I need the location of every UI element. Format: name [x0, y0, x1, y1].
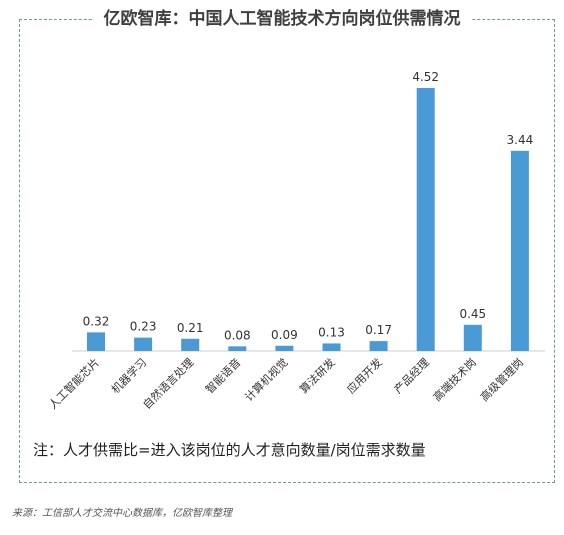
- category-label-2: 机器学习: [108, 355, 149, 396]
- data-label-5: 0.09: [271, 328, 298, 342]
- category-label-3: 自然语言处理: [140, 355, 197, 412]
- chart-title-text: 亿欧智库：中国人工智能技术方向岗位供需情况: [93, 9, 471, 29]
- data-label-2: 0.23: [130, 320, 157, 334]
- bar-1: [87, 332, 105, 351]
- category-label-8: 产品经理: [391, 355, 432, 396]
- chart-title: 亿欧智库：中国人工智能技术方向岗位供需情况: [0, 6, 564, 32]
- data-label-8: 4.52: [412, 70, 439, 84]
- bar-6: [322, 343, 341, 351]
- category-label-9: 高端技术岗: [430, 355, 479, 404]
- bar-3: [181, 338, 200, 351]
- data-label-1: 0.32: [83, 314, 110, 328]
- footnote: 注：人才供需比=进入该岗位的人才意向数量/岗位需求数量: [33, 441, 426, 459]
- source-text: 来源：工信部人才交流中心数据库，亿欧智库整理: [12, 508, 232, 519]
- data-label-10: 3.44: [507, 133, 534, 147]
- category-label-10: 高级管理岗: [477, 355, 526, 404]
- category-label-6: 算法研发: [297, 355, 338, 396]
- data-label-6: 0.13: [318, 325, 345, 339]
- bar-2: [134, 337, 153, 351]
- bar-8: [416, 88, 435, 351]
- category-label-1: 人工智能芯片: [46, 355, 103, 412]
- category-label-4: 智能语音: [202, 355, 243, 396]
- data-label-3: 0.21: [177, 321, 204, 335]
- bar-10: [510, 150, 529, 351]
- bar-4: [228, 346, 247, 351]
- category-label-7: 应用开发: [344, 355, 385, 396]
- data-label-4: 0.08: [224, 328, 251, 342]
- bar-7: [369, 341, 388, 351]
- bar-5: [275, 345, 294, 351]
- category-label-5: 计算机视觉: [242, 355, 291, 404]
- bar-9: [463, 324, 482, 351]
- data-label-7: 0.17: [365, 323, 392, 337]
- data-label-9: 0.45: [459, 307, 486, 321]
